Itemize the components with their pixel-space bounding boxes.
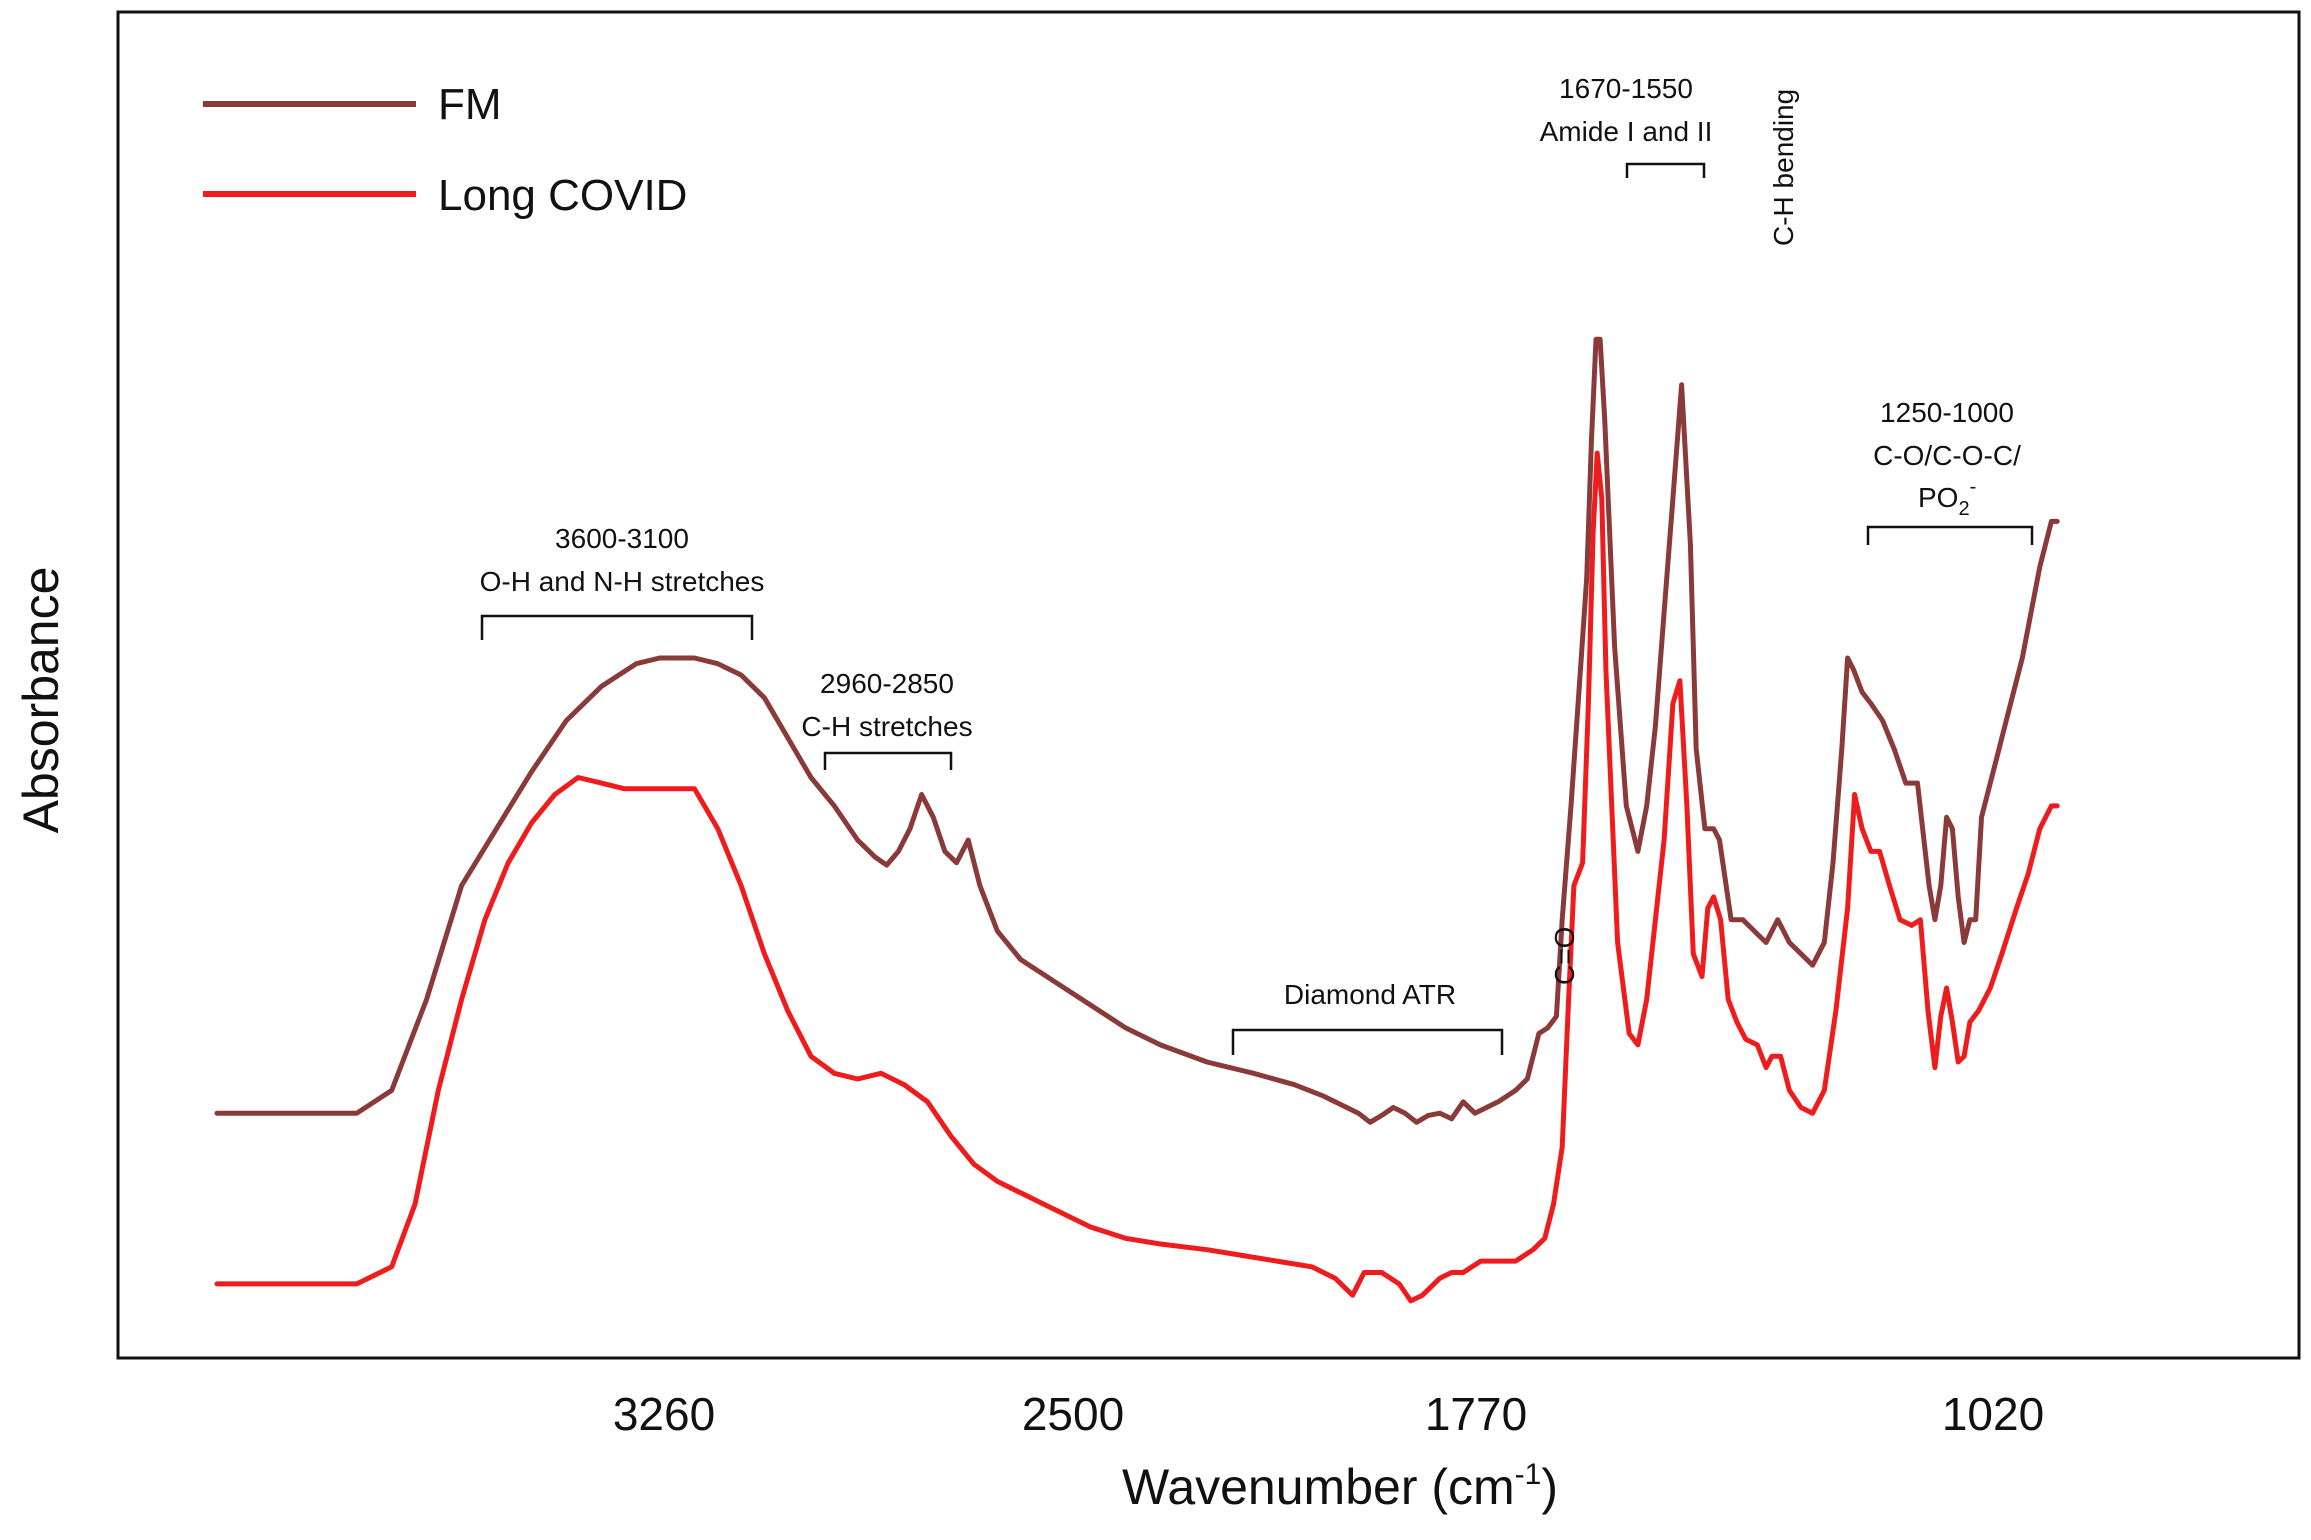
legend-label-fm: FM [438,80,502,129]
annotation-co-coc-po2-label: C-O/C-O-C/ [1873,440,2021,471]
annotation-ch-stretch-label: C-H stretches [801,711,972,742]
annotation-amide-label: Amide I and II [1540,116,1713,147]
series-line-long-covid [214,450,2060,1304]
plot-frame [116,10,2301,1360]
annotation-po2: PO2- [1918,476,1976,520]
annotation-co-coc-po2: 1250-1000 C-O/C-O-C/ PO2- [1866,397,2034,545]
annotation-diamond-atr: Diamond ATR [1231,979,1504,1055]
annotation-co-coc-po2-bracket [1866,525,2034,545]
annotation-ch-bending: C-H bending [1768,89,1799,246]
annotation-amide-range: 1670-1550 [1559,73,1693,104]
x-axis-ticks: 3260 2500 1770 1020 [613,1388,2044,1440]
annotation-co-coc-po2-range: 1250-1000 [1880,397,2014,428]
annotation-co: C=O [1549,927,1580,985]
annotation-ch-stretch-range: 2960-2850 [820,668,954,699]
annotation-oh-nh-bracket [480,614,754,640]
x-tick-label: 1020 [1942,1388,2044,1440]
annotation-ch-stretch-bracket [823,751,953,770]
annotation-diamond-atr-bracket [1231,1028,1504,1055]
annotation-oh-nh-label: O-H and N-H stretches [480,566,765,597]
annotation-amide: 1670-1550 Amide I and II [1540,73,1713,178]
y-axis-title: Absorbance [13,567,69,834]
legend-label-long-covid: Long COVID [438,171,687,220]
annotation-oh-nh-range: 3600-3100 [555,523,689,554]
legend: FM Long COVID [203,80,687,220]
annotation-diamond-atr-label: Diamond ATR [1284,979,1456,1010]
x-tick-label: 3260 [613,1388,715,1440]
annotation-ch-stretch: 2960-2850 C-H stretches [801,668,973,770]
x-tick-label: 1770 [1425,1388,1527,1440]
annotation-oh-nh: 3600-3100 O-H and N-H stretches [480,523,765,640]
x-axis-title: Wavenumber (cm-1) [1122,1458,1558,1515]
series-line-fm [214,336,2060,1125]
x-tick-label: 2500 [1022,1388,1124,1440]
annotation-amide-bracket [1625,162,1706,178]
series-layer [214,336,2060,1304]
